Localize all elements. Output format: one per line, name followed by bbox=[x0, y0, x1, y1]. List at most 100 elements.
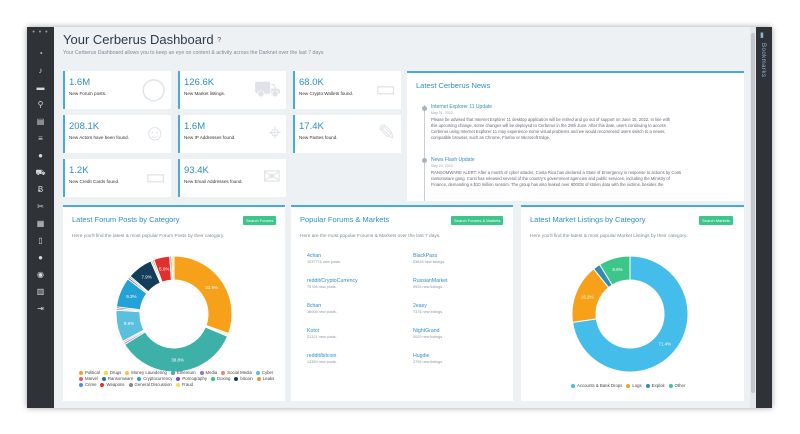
menu-dots-icon[interactable]: • • • bbox=[32, 29, 49, 36]
help-icon[interactable]: ? bbox=[217, 37, 222, 45]
legend-item[interactable]: Other bbox=[668, 383, 685, 388]
legend-item[interactable]: Exploit bbox=[645, 383, 665, 388]
legend-swatch bbox=[137, 376, 142, 381]
scrollbar[interactable] bbox=[750, 27, 756, 408]
legend-item[interactable]: Cyber bbox=[255, 370, 273, 376]
tools-icon[interactable]: ✂ bbox=[37, 202, 44, 211]
legend-item[interactable]: Doxing bbox=[210, 376, 230, 382]
item-name[interactable]: 2easy bbox=[413, 303, 427, 309]
cart-icon[interactable]: ⛟ bbox=[35, 168, 46, 177]
database-icon[interactable]: ▦ bbox=[36, 219, 45, 228]
news-card: Latest Cerberus News Internet Explorer 1… bbox=[407, 71, 744, 201]
legend-item[interactable]: Ethereum bbox=[170, 370, 196, 376]
item-count: 5029 new listings. bbox=[413, 335, 444, 339]
legend-item[interactable]: Political bbox=[79, 370, 100, 376]
forum-item[interactable]: 8chan 36006 new posts. bbox=[307, 303, 397, 314]
dashboard-icon[interactable]: ◔ bbox=[38, 49, 43, 58]
legend-item[interactable]: Drugs bbox=[103, 370, 122, 376]
list-icon[interactable]: ≡ bbox=[38, 134, 43, 143]
item-name[interactable]: BlackPass bbox=[413, 253, 438, 259]
news-item-title[interactable]: News Flash Update bbox=[431, 157, 475, 163]
legend-item[interactable]: Weapons bbox=[100, 382, 125, 388]
market-item[interactable]: BlackPass 83816 new listings. bbox=[413, 253, 503, 264]
item-count: 75766 new posts. bbox=[307, 285, 337, 289]
book-icon[interactable]: ▤ bbox=[36, 117, 45, 126]
legend-item[interactable]: Accounts & Bank Drops bbox=[571, 383, 622, 388]
market-item[interactable]: RussianMarket 9925 new listings. bbox=[413, 278, 503, 289]
item-name[interactable]: 4chan bbox=[307, 253, 322, 259]
stat-card[interactable]: 1.2K New Credit Cards found. ▭ bbox=[63, 159, 171, 197]
stat-card[interactable]: 1.6M New IP Addresses found. ⌖ bbox=[178, 115, 286, 153]
legend-item[interactable]: Logs bbox=[626, 383, 642, 388]
legend-item[interactable]: Ransomware bbox=[101, 376, 133, 382]
donut-slice-political[interactable] bbox=[173, 255, 233, 335]
legend-item[interactable]: Media bbox=[199, 370, 217, 376]
item-count: 1037776 new posts. bbox=[307, 260, 341, 264]
news-item-title[interactable]: Internet Explorer 11 Update bbox=[431, 104, 493, 110]
legend-label: Drugs bbox=[109, 370, 122, 375]
market-item[interactable]: 2easy 7376 new listings. bbox=[413, 303, 503, 314]
forum-donut-chart: 33.9% 38.8% 9.9% 9.3% 7.9% 5.0% bbox=[115, 255, 233, 373]
search-forums-markets-button[interactable]: Search Forums & Markets bbox=[451, 216, 504, 225]
market-item[interactable]: Hugdie 2799 new listings. bbox=[413, 353, 503, 364]
item-name[interactable]: Kotor bbox=[307, 328, 320, 334]
notes-icon[interactable]: ▥ bbox=[36, 287, 45, 296]
forum-item[interactable]: reddit/bitcoin 13359 new posts. bbox=[307, 353, 397, 364]
legend-item[interactable]: General Discussion bbox=[128, 382, 172, 388]
item-name[interactable]: RussianMarket bbox=[413, 278, 448, 284]
search-markets-button[interactable]: Search Markets bbox=[699, 216, 734, 225]
scrollbar-thumb[interactable] bbox=[751, 33, 755, 393]
donut-slice-accounts-bank-drops[interactable] bbox=[572, 255, 689, 373]
stat-card[interactable]: 93.4K New Email Addresses found. ✉ bbox=[178, 159, 286, 197]
folder-icon[interactable]: ▬ bbox=[36, 83, 45, 92]
legend-item[interactable]: Leaks bbox=[256, 376, 274, 382]
chat-icon[interactable]: ● bbox=[38, 151, 43, 160]
cart-icon: ⛟ bbox=[253, 76, 281, 101]
user-icon[interactable]: ● bbox=[38, 253, 43, 262]
stat-card[interactable]: 1.6M New Forum posts. ◯ bbox=[63, 71, 171, 109]
forum-item[interactable]: Kotor 21321 new posts. bbox=[307, 328, 397, 339]
item-name[interactable]: NightGrand bbox=[413, 328, 440, 334]
legend-item[interactable]: bitcoin bbox=[234, 376, 253, 382]
stat-card[interactable]: 208.1K New Actors have been found. ☺ bbox=[63, 115, 171, 153]
stat-card[interactable]: 126.6K New Market listings. ⛟ bbox=[178, 71, 286, 109]
forum-item[interactable]: reddit/CryptoCurrency 75766 new posts. bbox=[307, 278, 397, 289]
forum-posts-card: Latest Forum Posts by Category Search Fo… bbox=[63, 205, 285, 401]
item-name[interactable]: reddit/CryptoCurrency bbox=[307, 278, 358, 284]
bookmark-icon[interactable]: ▮ bbox=[760, 32, 764, 39]
legend-swatch bbox=[103, 370, 108, 375]
legend-label: Cryptocurrency bbox=[143, 376, 173, 381]
donut-slice-fraud[interactable] bbox=[171, 255, 175, 281]
stat-card[interactable]: 17.4K New Pastes found. ✎ bbox=[293, 115, 401, 153]
paste-icon: ✎ bbox=[377, 120, 396, 145]
donut-slice-other[interactable] bbox=[598, 255, 631, 286]
item-name[interactable]: 8chan bbox=[307, 303, 322, 309]
forum-posts-title: Latest Forum Posts by Category bbox=[72, 215, 180, 224]
item-name[interactable]: Hugdie bbox=[413, 353, 430, 359]
legend-item[interactable]: Crime bbox=[79, 382, 96, 388]
search-icon[interactable]: ⚲ bbox=[37, 100, 44, 109]
item-name[interactable]: reddit/bitcoin bbox=[307, 353, 337, 359]
phone-icon[interactable]: ▯ bbox=[38, 236, 43, 245]
legend-item[interactable]: Social Media bbox=[221, 370, 252, 376]
legend-item[interactable]: Money Laundering bbox=[125, 370, 167, 376]
legend-item[interactable]: Fraud bbox=[175, 382, 193, 388]
item-count: 83816 new listings. bbox=[413, 260, 446, 264]
bell-icon[interactable]: ♪ bbox=[38, 66, 43, 75]
logout-icon[interactable]: ⇥ bbox=[37, 304, 44, 313]
market-item[interactable]: NightGrand 5029 new listings. bbox=[413, 328, 503, 339]
forum-item[interactable]: 4chan 1037776 new posts. bbox=[307, 253, 397, 264]
data-label: 33.9% bbox=[205, 285, 218, 290]
legend-swatch bbox=[79, 376, 83, 381]
timeline-dot bbox=[422, 158, 427, 163]
legend-item[interactable]: Marvel bbox=[79, 376, 98, 382]
bitcoin-icon[interactable]: Ƀ bbox=[37, 185, 44, 194]
legend-item[interactable]: Cryptocurrency bbox=[137, 376, 172, 382]
legend-swatch bbox=[256, 376, 261, 381]
search-forums-button[interactable]: Search Forums bbox=[243, 216, 277, 225]
stat-card[interactable]: 68.0K New Crypto Wallets found. ▭ bbox=[293, 71, 401, 109]
donut-slice-ethereum[interactable] bbox=[123, 326, 229, 373]
bookmarks-label[interactable]: Bookmarks bbox=[760, 43, 766, 78]
comment-icon[interactable]: ◉ bbox=[37, 270, 44, 279]
legend-item[interactable]: Pornography bbox=[176, 376, 207, 382]
